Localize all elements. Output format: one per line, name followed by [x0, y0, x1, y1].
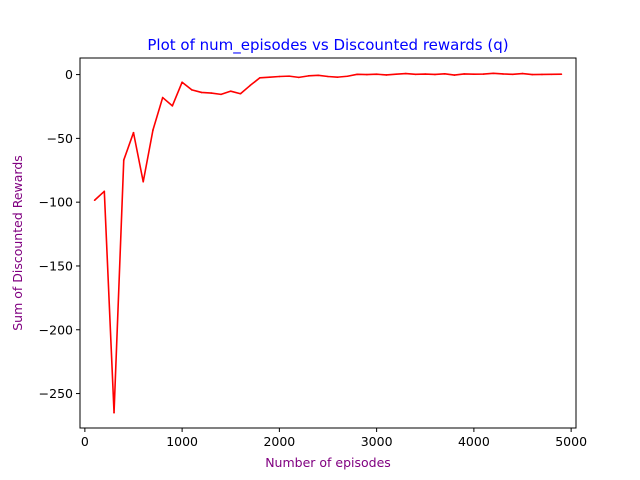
data-point: [550, 73, 553, 76]
data-point: [414, 73, 417, 76]
x-axis-label: Number of episodes: [265, 455, 391, 470]
series-points: [93, 72, 563, 414]
data-point: [395, 73, 397, 76]
x-tick-label: 3000: [361, 434, 393, 449]
data-point: [366, 73, 368, 76]
data-point: [93, 199, 96, 202]
x-tick-label: 5000: [555, 434, 587, 449]
data-point: [346, 75, 349, 78]
y-tick-label: −200: [39, 322, 73, 337]
data-point: [385, 74, 388, 76]
data-point: [161, 96, 164, 99]
y-axis-label: Sum of Discounted Rewards: [10, 155, 25, 331]
data-point: [375, 73, 378, 76]
data-point: [521, 72, 524, 75]
y-tick-label: −250: [39, 386, 73, 401]
data-point: [181, 81, 183, 84]
data-point: [210, 92, 213, 94]
data-point: [268, 76, 271, 78]
data-point: [122, 159, 125, 161]
series-line: [94, 72, 562, 414]
data-point: [424, 73, 427, 75]
data-point: [191, 89, 193, 91]
data-point: [541, 73, 543, 76]
y-tick-label: −150: [39, 258, 73, 273]
data-point: [249, 84, 251, 87]
data-point: [511, 73, 514, 76]
chart-title: Plot of num_episodes vs Discounted rewar…: [147, 36, 508, 55]
x-tick-label: 2000: [263, 434, 295, 449]
data-point: [443, 73, 446, 75]
data-point: [229, 90, 232, 92]
data-point: [473, 73, 475, 76]
y-tick-label: −100: [39, 195, 73, 210]
data-point: [220, 93, 222, 96]
x-tick-label: 0: [81, 434, 89, 449]
data-point: [259, 76, 261, 79]
data-point: [434, 73, 436, 76]
data-point: [298, 76, 300, 79]
x-tick-label: 1000: [166, 434, 198, 449]
data-point: [103, 190, 106, 193]
y-axis: 0 −50 −100 −150 −200 −250: [39, 67, 80, 401]
plot-frame: [79, 57, 577, 429]
data-point: [405, 72, 407, 75]
x-tick-label: 4000: [458, 434, 490, 449]
data-point: [336, 76, 339, 78]
data-point: [463, 73, 465, 75]
data-point: [239, 92, 242, 95]
data-point: [317, 74, 320, 77]
y-tick-label: 0: [65, 67, 73, 82]
y-tick-label: −50: [47, 131, 73, 146]
data-point: [482, 73, 485, 75]
data-point: [502, 73, 504, 75]
data-point: [152, 129, 154, 131]
data-point: [453, 74, 456, 76]
data-point: [142, 180, 145, 183]
data-point: [132, 131, 135, 134]
x-axis: 0 1000 2000 3000 4000 5000: [81, 428, 587, 449]
data-point: [200, 91, 203, 94]
data-point: [307, 75, 310, 77]
data-point: [560, 73, 563, 76]
data-point: [356, 73, 358, 76]
data-point: [113, 411, 115, 414]
data-point: [492, 72, 495, 75]
data-point: [278, 75, 281, 78]
plot-area: 0 1000 2000 3000 4000 5000 0 −50 −100 −150 −200 −2…: [39, 57, 587, 449]
data-point: [288, 75, 290, 77]
data-point: [327, 75, 329, 78]
data-point: [171, 105, 174, 107]
data-point: [531, 73, 534, 76]
